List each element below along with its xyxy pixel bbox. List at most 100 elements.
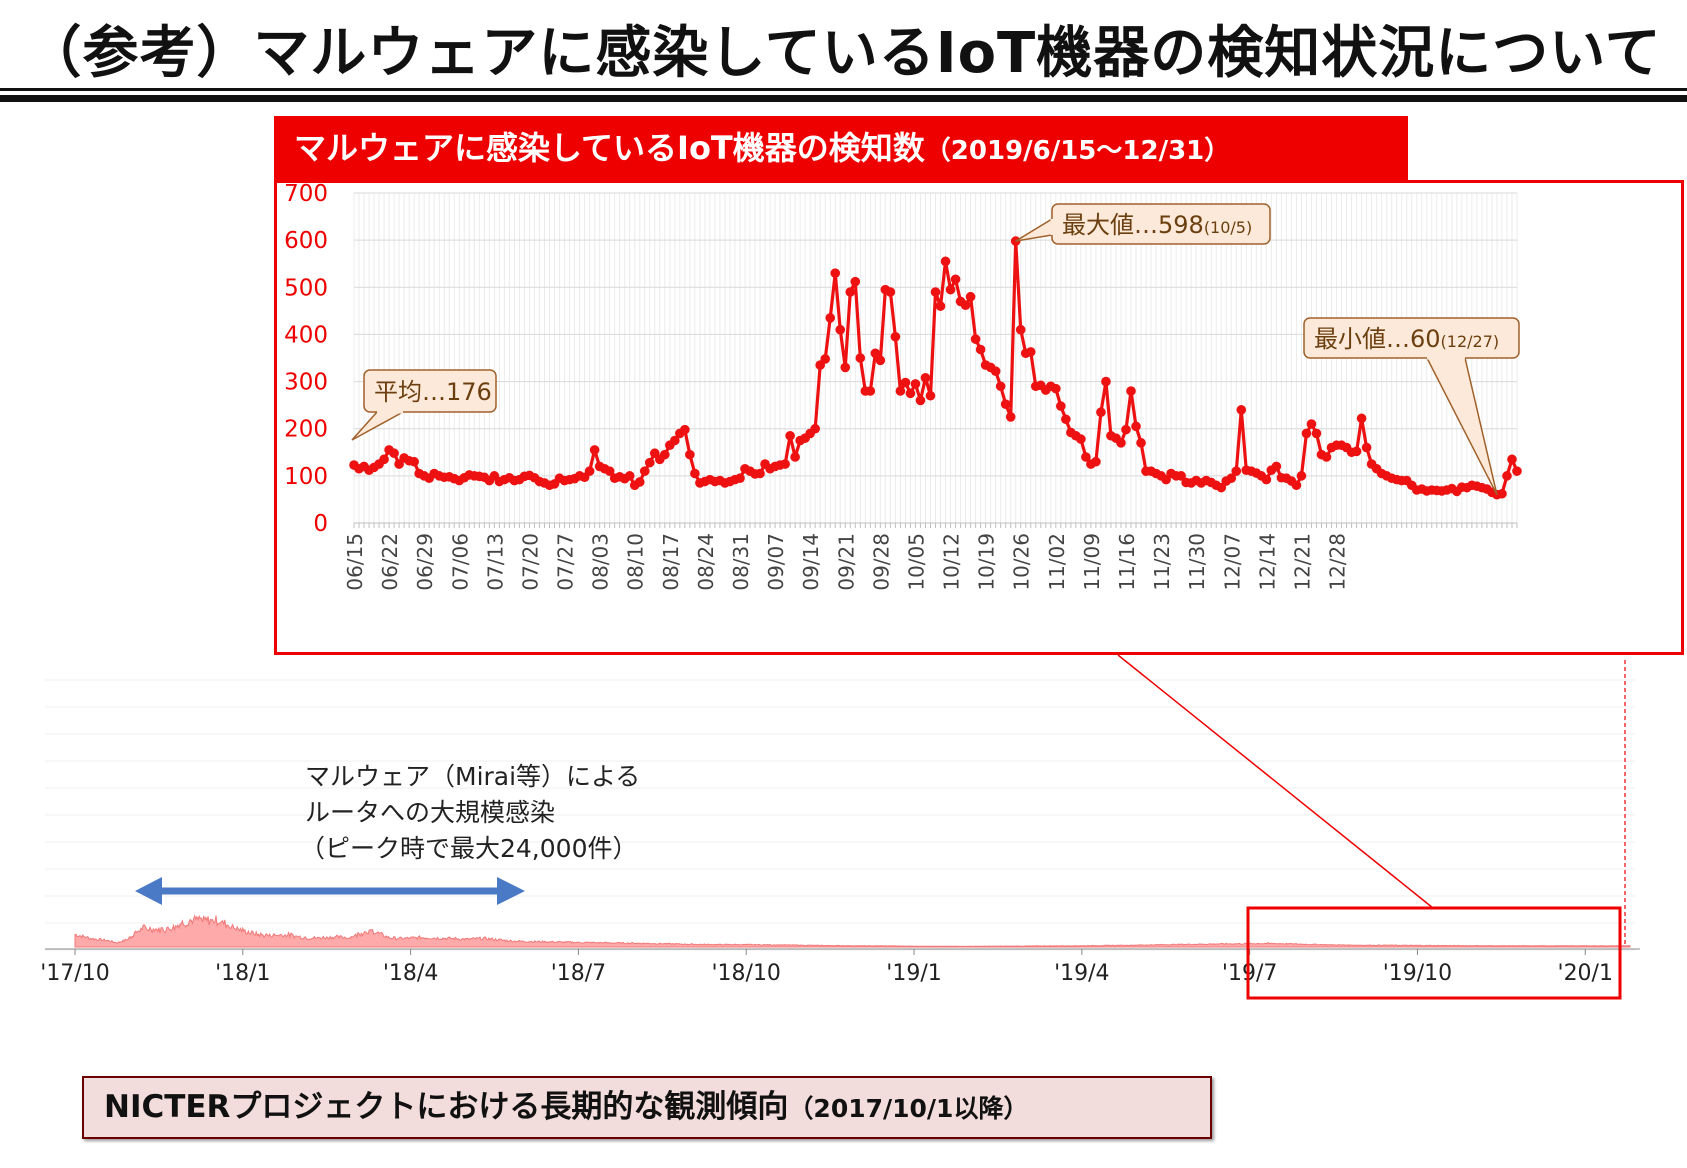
bottom-chart-label: NICTERプロジェクトにおける長期的な観測傾向（2017/10/1以降）	[82, 1076, 1212, 1139]
data-point	[1321, 452, 1332, 462]
data-point	[1096, 407, 1106, 418]
y-tick-label: 0	[313, 511, 328, 537]
data-point	[965, 291, 976, 302]
data-point	[1306, 419, 1317, 429]
min-callout: 最小値…60(12/27)	[1303, 317, 1520, 496]
data-point	[1497, 488, 1507, 499]
data-point	[810, 423, 820, 434]
top-line-chart: 0 100 200 300 400 500 600 700 06/15 06/22 06/29 07/…	[284, 183, 1522, 591]
data-point	[1231, 466, 1242, 476]
min-callout-text: 最小値…60(12/27)	[1314, 325, 1499, 353]
data-point	[1015, 324, 1026, 335]
average-callout-label: 平均…176	[374, 378, 492, 406]
top-chart-title: マルウェアに感染しているIoT機器の検知数	[294, 129, 925, 167]
y-tick-label: 500	[284, 275, 328, 301]
data-point	[865, 386, 876, 396]
data-point	[785, 430, 795, 441]
period-arrow-left-head	[135, 877, 162, 905]
x-tick-label: 12/28	[1326, 533, 1350, 591]
data-point	[1101, 376, 1111, 387]
data-point	[1076, 434, 1086, 444]
x-tick-label: 10/12	[940, 533, 964, 591]
data-point	[790, 452, 800, 462]
x-tick-label: 12/14	[1255, 533, 1279, 591]
data-point	[825, 313, 836, 323]
x-tick-label: '19/1	[886, 961, 941, 986]
x-tick-label: 10/19	[975, 533, 999, 591]
data-point	[960, 300, 971, 310]
x-tick-label: 11/23	[1150, 533, 1174, 591]
data-point	[755, 468, 765, 479]
x-tick-label: 07/27	[554, 533, 578, 591]
zoom-region-box	[1246, 906, 1622, 1000]
data-point	[890, 331, 901, 342]
data-point	[875, 355, 886, 366]
data-point	[584, 466, 595, 476]
x-tick-label: 12/07	[1220, 533, 1244, 591]
data-point	[820, 354, 831, 364]
data-point	[1236, 405, 1247, 415]
x-tick-label: '20/1	[1558, 961, 1613, 986]
data-point	[1296, 471, 1307, 481]
data-point	[1271, 461, 1282, 472]
y-tick-label: 400	[284, 322, 328, 348]
data-point	[910, 379, 921, 389]
data-point	[1226, 473, 1237, 484]
data-point	[1116, 438, 1126, 448]
x-tick-label: 10/26	[1010, 533, 1034, 591]
title-rule-thin	[0, 88, 1687, 91]
data-point	[900, 377, 911, 388]
data-point	[1131, 421, 1141, 432]
data-point	[935, 301, 946, 311]
min-callout-detail: (12/27)	[1441, 332, 1500, 351]
max-callout-label: 最大値…598	[1062, 211, 1204, 239]
data-point	[1005, 412, 1016, 422]
data-point	[1176, 471, 1186, 481]
x-tick-label: '17/10	[40, 961, 109, 986]
data-point	[1056, 401, 1066, 411]
data-point	[905, 388, 916, 399]
x-tick-label: '18/1	[215, 961, 270, 986]
data-point	[850, 276, 861, 287]
top-chart-title-banner: マルウェアに感染しているIoT機器の検知数（2019/6/15～12/31）	[274, 116, 1408, 180]
data-point	[389, 448, 399, 459]
data-point	[1136, 438, 1146, 448]
average-callout-pointer	[351, 411, 404, 441]
data-point	[589, 445, 600, 455]
x-minor-ticks	[353, 523, 1518, 528]
data-point	[1061, 414, 1071, 425]
data-point	[634, 477, 645, 487]
data-point	[680, 424, 690, 435]
data-point	[995, 381, 1006, 392]
data-point	[975, 344, 986, 355]
x-tick-label: '19/7	[1222, 961, 1277, 986]
x-tick-label: 07/06	[448, 533, 472, 591]
data-point	[920, 373, 931, 383]
y-tick-label: 600	[284, 228, 328, 254]
data-point	[1081, 452, 1091, 462]
top-chart-panel: 0 100 200 300 400 500 600 700 06/15 06/22 06/29 07/…	[274, 180, 1684, 655]
x-tick-label: 11/09	[1080, 533, 1104, 591]
area-series	[74, 914, 1631, 948]
x-tick-label: 10/05	[904, 533, 928, 591]
data-point	[1121, 424, 1131, 435]
data-point	[885, 287, 896, 297]
x-tick-label: 12/21	[1290, 533, 1314, 591]
data-point	[1216, 482, 1227, 493]
x-tick-label: 08/24	[694, 533, 718, 591]
x-tick-label: 11/02	[1045, 533, 1069, 591]
min-callout-label: 最小値…60	[1314, 325, 1441, 353]
max-callout-detail: (10/5)	[1204, 218, 1252, 237]
x-tick-label: 06/22	[378, 533, 402, 591]
x-tick-label: 07/13	[483, 533, 507, 591]
data-point	[1356, 413, 1367, 424]
data-point	[855, 353, 866, 363]
x-tick-label: 09/14	[799, 533, 823, 591]
x-tick-label: '18/7	[551, 961, 606, 986]
data-point	[660, 449, 670, 460]
data-point	[835, 324, 846, 335]
data-point	[1502, 471, 1512, 481]
bottom-chart-subtitle: （2017/10/1以降）	[788, 1094, 1029, 1123]
data-point	[950, 274, 961, 285]
y-tick-label: 700	[284, 183, 328, 207]
